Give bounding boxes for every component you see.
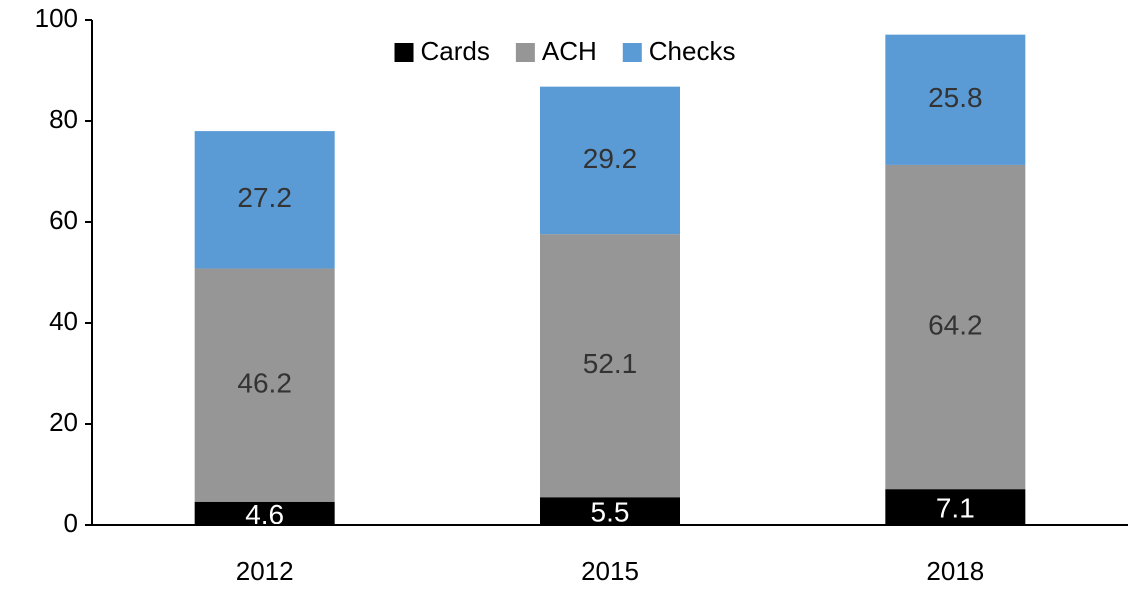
- data-label: 25.8: [928, 82, 983, 113]
- legend-label: Checks: [649, 36, 736, 66]
- x-tick-label: 2018: [926, 556, 984, 586]
- data-label: 7.1: [936, 492, 975, 523]
- bar-segment: [885, 489, 1026, 525]
- y-tick-label: 0: [64, 508, 78, 538]
- x-tick-label: 2015: [581, 556, 639, 586]
- bar-segment: [885, 164, 1026, 490]
- y-tick-label: 20: [49, 407, 78, 437]
- y-tick-label: 40: [49, 306, 78, 336]
- y-tick-label: 60: [49, 205, 78, 235]
- data-label: 46.2: [237, 368, 292, 399]
- bar-segment: [194, 268, 335, 502]
- bar-segment: [540, 86, 680, 235]
- bar-segment: [194, 501, 335, 525]
- y-tick-label: 80: [49, 104, 78, 134]
- data-label: 52.1: [583, 348, 638, 379]
- data-label: 64.2: [928, 309, 983, 340]
- data-label: 27.2: [237, 182, 292, 213]
- bar-segment: [194, 131, 335, 269]
- data-label: 5.5: [591, 497, 630, 528]
- bar-segment: [540, 497, 680, 525]
- x-tick-label: 2012: [236, 556, 294, 586]
- bar-segment: [885, 34, 1026, 165]
- legend-swatch: [394, 43, 414, 62]
- y-tick-label: 100: [35, 3, 78, 33]
- legend-swatch: [622, 43, 642, 62]
- data-label: 29.2: [583, 143, 638, 174]
- legend-label: ACH: [542, 36, 597, 66]
- bar-segment: [540, 234, 680, 498]
- legend-label: Cards: [421, 36, 490, 66]
- legend-swatch: [515, 43, 535, 62]
